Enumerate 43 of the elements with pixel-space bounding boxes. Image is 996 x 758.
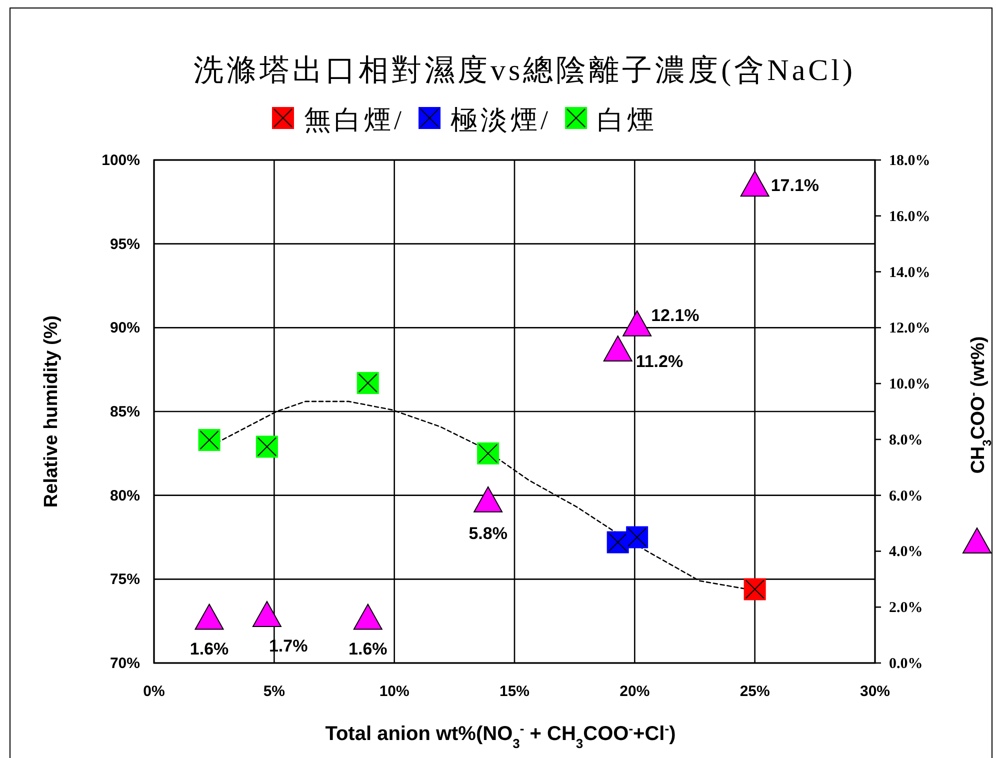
y-tick-label: 95% [110,236,140,253]
legend-label: 無白煙/ [304,105,405,135]
y2-tick-label: 8.0% [889,432,923,448]
text: Total anion wt%(NO$_{3}$$^{-}$ + CH$_{3}$COO$^{-}$+Cl$^{-}$) [325,720,676,750]
x-tick-label: 0% [143,683,165,700]
point [194,604,224,630]
data-label: 1.6% [190,639,229,658]
y2-tick-label: 16.0% [889,208,930,225]
x-tick-label: 10% [379,683,410,700]
y-tick-label: 80% [110,487,140,504]
y-tick-label: 90% [110,320,140,337]
data-label: 11.2% [636,352,684,372]
y-axis-title: Relative humidity (%) [41,315,62,508]
data-label: 17.1% [770,176,820,196]
point [740,170,770,197]
y2-tick-label: 10.0% [889,376,930,393]
point [353,604,382,630]
data-label: 12.1% [651,306,700,325]
point [603,336,632,362]
y-tick-label: 75% [110,571,140,588]
x-tick-label: 20% [620,683,650,700]
x-tick-label: 30% [860,683,890,700]
y-tick-label: 70% [110,655,140,672]
y2-tick-label: 4.0% [889,544,923,560]
data-label: 1.6% [348,639,388,658]
y2-tick-label: 2.0% [889,600,923,616]
chart-title: 洗滌塔出口相對濕度vs總陰離子濃度(含NaCl) [194,54,856,87]
y2-tick-label: 14.0% [889,264,930,281]
y2-tick-label: 0.0% [889,656,923,672]
point [474,486,503,512]
y2-tick-label: 12.0% [889,320,930,337]
y-tick-label: 85% [110,404,140,420]
y-tick-label: 100% [102,152,140,169]
point [622,310,652,336]
data-label: 5.8% [468,524,508,543]
legend-label: 極淡煙/ [450,105,552,135]
x-tick-label: 5% [263,683,286,700]
legend-label: 白煙 [597,105,658,135]
y2-tick-label: 6.0% [889,488,923,504]
x-tick-label: 25% [740,683,770,700]
y2-tick-label: 18.0% [889,153,930,169]
x-tick-label: 15% [499,683,530,700]
point [252,600,282,627]
